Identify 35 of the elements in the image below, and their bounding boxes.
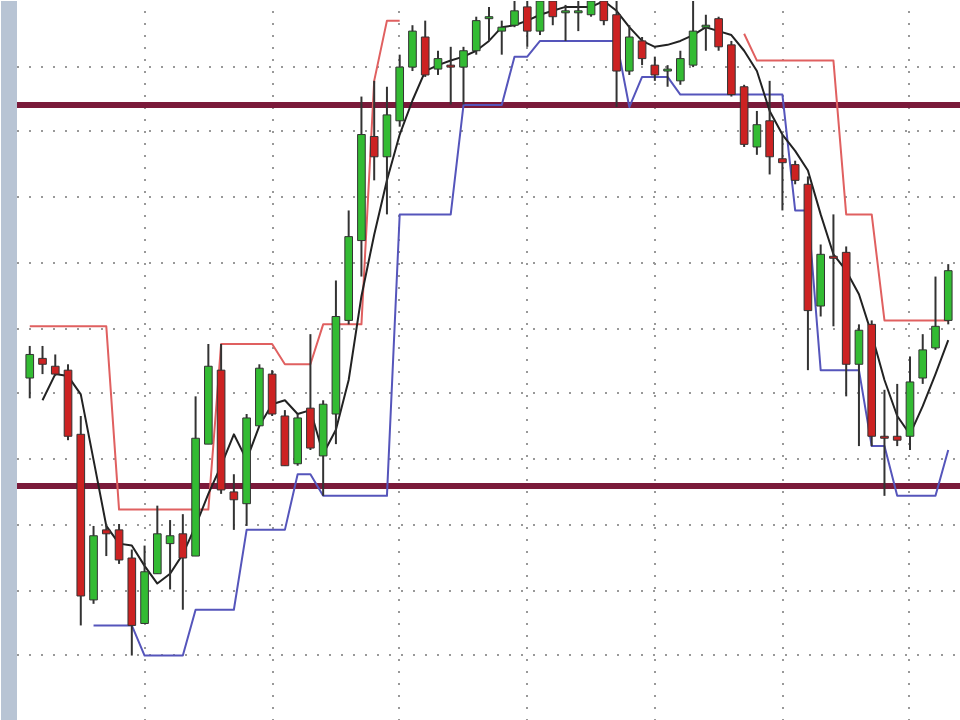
candlestick xyxy=(306,333,315,452)
candlestick xyxy=(676,49,685,86)
candlestick xyxy=(267,369,277,417)
candlestick xyxy=(38,344,47,376)
candlestick xyxy=(484,5,494,42)
candlestick xyxy=(931,275,940,351)
candlestick xyxy=(446,45,456,106)
candlestick xyxy=(663,64,672,88)
candlestick xyxy=(293,413,302,467)
candlestick xyxy=(701,13,711,52)
candlestick xyxy=(459,45,468,106)
candlestick xyxy=(573,1,583,33)
candlestick xyxy=(101,522,111,558)
candlestick xyxy=(714,15,723,52)
candlestick xyxy=(561,3,570,42)
candlestick xyxy=(637,36,647,67)
candlestick xyxy=(625,24,634,76)
candlestick xyxy=(408,24,417,73)
candlestick xyxy=(765,79,774,176)
candlestick xyxy=(829,213,838,328)
candlestick xyxy=(471,15,481,56)
candlestick xyxy=(650,55,660,82)
candlestick xyxy=(790,159,800,186)
candlestick xyxy=(510,1,519,29)
candlestick xyxy=(497,19,507,56)
candlestick xyxy=(892,382,902,448)
candlestick xyxy=(688,1,698,69)
candlestick xyxy=(522,1,532,48)
candlestick xyxy=(918,333,928,385)
candlestick xyxy=(229,473,239,531)
candlestick xyxy=(778,133,787,212)
candlestick xyxy=(25,344,35,400)
candlestick xyxy=(153,504,162,575)
candlestick xyxy=(880,388,889,497)
candlestick xyxy=(50,353,60,378)
